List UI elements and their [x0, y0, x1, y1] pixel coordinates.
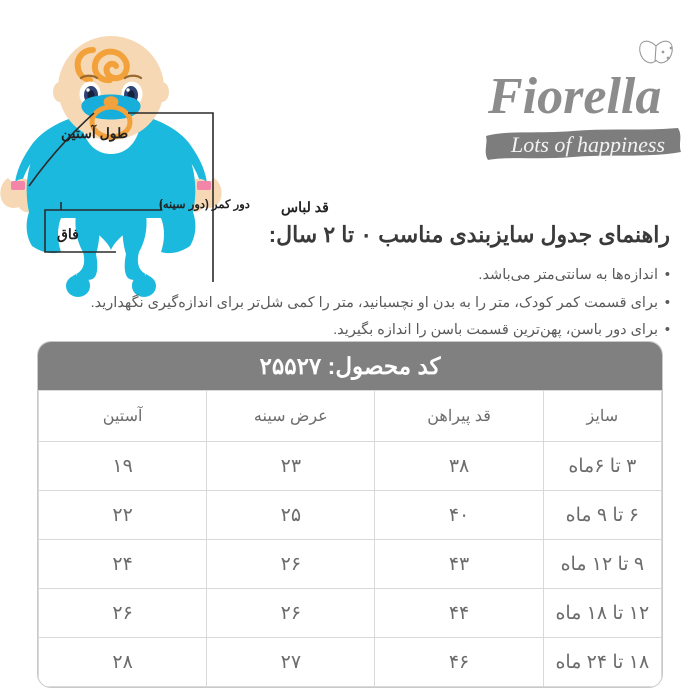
svg-text:Fiorella: Fiorella — [487, 68, 661, 125]
svg-text:قد لباس: قد لباس — [281, 199, 329, 216]
svg-text:طول آستین: طول آستین — [61, 124, 128, 142]
svg-text:Lots of happiness: Lots of happiness — [510, 132, 665, 157]
svg-text:دور کمر (دور سینه): دور کمر (دور سینه) — [159, 198, 250, 212]
